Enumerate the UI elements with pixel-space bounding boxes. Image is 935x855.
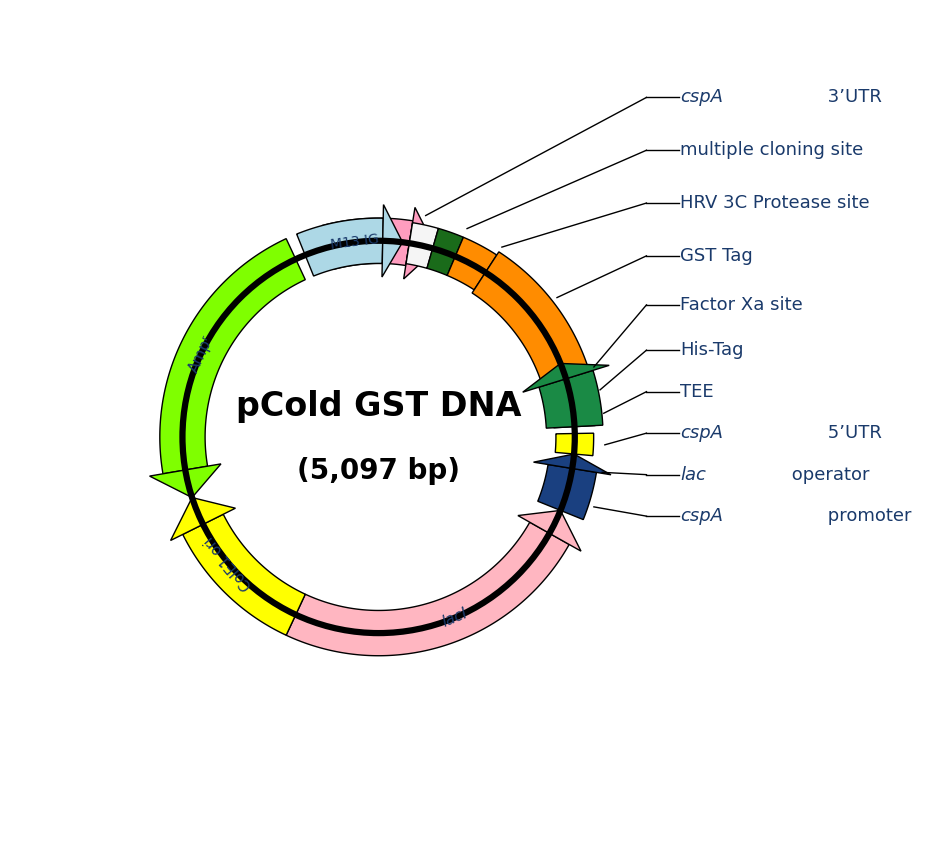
Text: Factor Xa site: Factor Xa site <box>681 296 803 314</box>
Polygon shape <box>538 464 597 520</box>
Text: lacI: lacI <box>440 605 470 629</box>
Polygon shape <box>553 410 596 428</box>
Polygon shape <box>550 392 594 416</box>
Text: (5,097 bp): (5,097 bp) <box>297 457 460 485</box>
Polygon shape <box>322 218 413 269</box>
Text: operator: operator <box>786 466 870 484</box>
Polygon shape <box>427 228 464 275</box>
Polygon shape <box>523 363 610 392</box>
Text: HRV 3C Protease site: HRV 3C Protease site <box>681 194 870 212</box>
Text: promoter: promoter <box>822 507 911 525</box>
Polygon shape <box>518 510 581 551</box>
Polygon shape <box>406 222 439 268</box>
Text: cspA: cspA <box>681 424 724 442</box>
Polygon shape <box>555 433 594 456</box>
Text: GST Tag: GST Tag <box>681 247 754 265</box>
Text: ColE1 ori: ColE1 ori <box>202 534 255 593</box>
Text: cspA: cspA <box>681 88 724 106</box>
Polygon shape <box>150 464 221 498</box>
Polygon shape <box>286 522 569 656</box>
Polygon shape <box>534 454 611 475</box>
Text: lac: lac <box>681 466 706 484</box>
Polygon shape <box>170 498 236 540</box>
Polygon shape <box>160 239 306 474</box>
Polygon shape <box>296 218 383 276</box>
Polygon shape <box>447 237 496 290</box>
Polygon shape <box>182 514 306 635</box>
Polygon shape <box>404 208 436 279</box>
Polygon shape <box>472 252 588 384</box>
Text: TEE: TEE <box>681 383 714 401</box>
Text: His-Tag: His-Tag <box>681 341 744 359</box>
Polygon shape <box>539 370 603 428</box>
Text: multiple cloning site: multiple cloning site <box>681 141 864 159</box>
Text: Ampʳ: Ampʳ <box>186 333 216 374</box>
Text: pCold GST DNA: pCold GST DNA <box>236 390 522 423</box>
Polygon shape <box>382 204 403 277</box>
Text: 5’UTR: 5’UTR <box>822 424 882 442</box>
Polygon shape <box>545 370 591 400</box>
Text: cspA: cspA <box>681 507 724 525</box>
Text: M13 IG: M13 IG <box>330 233 380 252</box>
Text: 3’UTR: 3’UTR <box>822 88 882 106</box>
